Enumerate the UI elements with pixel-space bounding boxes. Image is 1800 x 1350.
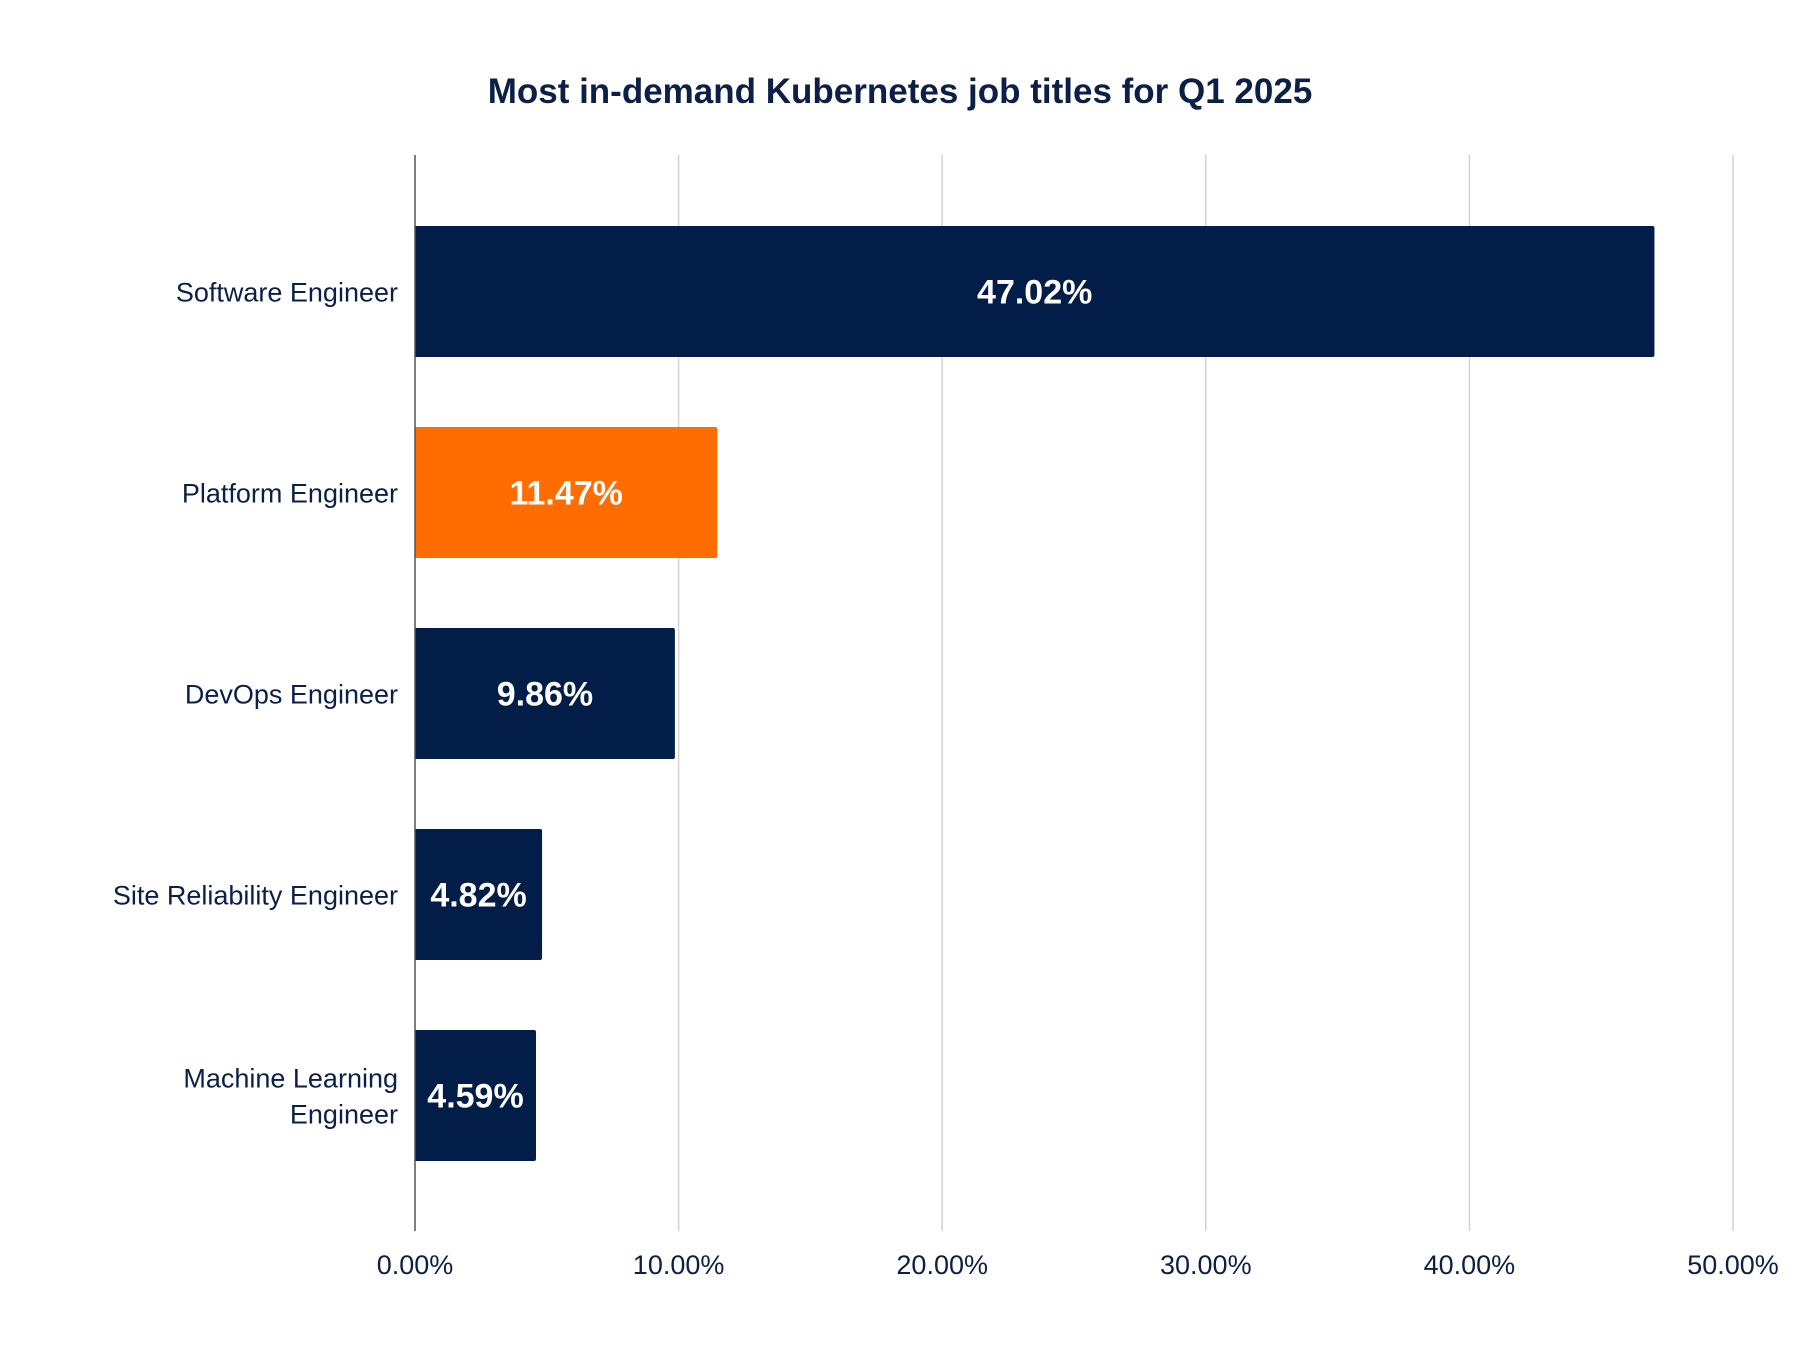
value-label: 4.59% [427, 1078, 523, 1116]
value-label: 11.47% [509, 475, 622, 513]
value-label: 47.02% [977, 274, 1092, 312]
x-tick-label: 10.00% [633, 1250, 725, 1280]
x-tick-label: 50.00% [1687, 1250, 1779, 1280]
category-label: Software Engineer [176, 278, 398, 308]
bar [415, 226, 1655, 357]
category-label-line: Engineer [290, 1100, 398, 1130]
category-label: Machine Learning Engineer [183, 1064, 398, 1130]
x-tick-label: 40.00% [1424, 1250, 1516, 1280]
category-label-line: Machine Learning [183, 1064, 398, 1094]
category-label-line: Site Reliability Engineer [113, 881, 398, 911]
bars [415, 226, 1655, 1161]
bar [415, 427, 718, 558]
x-tick-label: 0.00% [377, 1250, 454, 1280]
x-tick-label: 20.00% [896, 1250, 988, 1280]
bar [415, 829, 543, 960]
category-label-line: Software Engineer [176, 278, 398, 308]
value-label: 9.86% [497, 676, 593, 714]
bar [415, 1030, 536, 1161]
x-tick-label: 30.00% [1160, 1250, 1252, 1280]
chart-title: Most in-demand Kubernetes job titles for… [488, 72, 1313, 111]
category-label: Platform Engineer [182, 479, 398, 509]
x-tick-labels: 0.00% 10.00% 20.00% 30.00% 40.00% 50.00% [377, 1250, 1779, 1280]
category-label: Site Reliability Engineer [113, 881, 398, 911]
category-label-line: DevOps Engineer [185, 680, 398, 710]
bar [415, 628, 675, 759]
category-label: DevOps Engineer [185, 680, 398, 710]
category-labels: Software Engineer Platform Engineer DevOps… [113, 278, 398, 1130]
value-label: 4.82% [430, 877, 526, 915]
value-labels: 47.02% 11.47% 9.86% 4.82% 4.59% [427, 274, 1092, 1116]
category-label-line: Platform Engineer [182, 479, 398, 509]
